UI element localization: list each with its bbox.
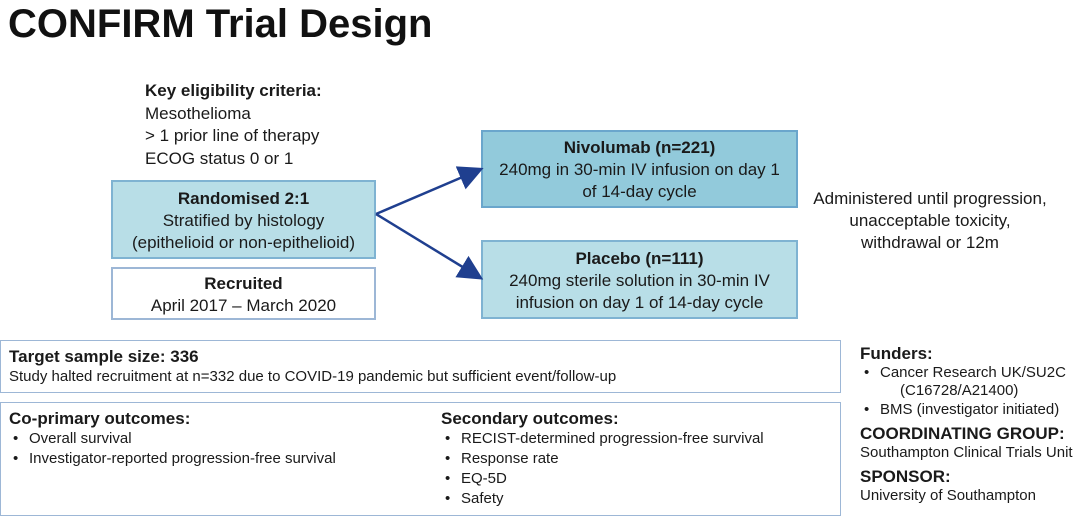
eligibility-item: ECOG status 0 or 1 xyxy=(145,148,294,168)
administration-line: withdrawal or 12m xyxy=(861,233,999,252)
funder-item: BMS (investigator initiated) xyxy=(860,401,1073,420)
primary-outcome-item: Overall survival xyxy=(9,429,336,449)
primary-outcomes: Co-primary outcomes: Overall survival In… xyxy=(9,409,336,469)
sponsor-title: SPONSOR: xyxy=(860,467,951,486)
secondary-outcomes-title: Secondary outcomes: xyxy=(441,409,619,428)
coordinating-title: COORDINATING GROUP: xyxy=(860,424,1065,443)
recruited-title: Recruited xyxy=(204,274,283,293)
administration-line: unacceptable toxicity, xyxy=(849,211,1011,230)
primary-outcome-item: Investigator-reported progression-free s… xyxy=(9,449,336,469)
nivolumab-arm-box: Nivolumab (n=221) 240mg in 30-min IV inf… xyxy=(481,130,798,208)
funders-title: Funders: xyxy=(860,344,933,363)
administration-line: Administered until progression, xyxy=(813,189,1047,208)
nivolumab-line: 240mg in 30-min IV infusion on day 1 xyxy=(499,160,780,179)
primary-outcomes-title: Co-primary outcomes: xyxy=(9,409,191,428)
coordinating-value: Southampton Clinical Trials Unit xyxy=(860,443,1073,461)
slide-title: CONFIRM Trial Design xyxy=(8,2,433,46)
recruited-period: April 2017 – March 2020 xyxy=(150,296,337,315)
arrow-to-nivolumab xyxy=(375,166,484,216)
funder-name: Cancer Research UK/SU2C xyxy=(880,363,1066,381)
trial-governance: Funders: Cancer Research UK/SU2C(C16728/… xyxy=(860,344,1073,505)
placebo-title: Placebo (n=111) xyxy=(575,249,704,268)
recruited-box: Recruited April 2017 – March 2020 xyxy=(111,267,376,320)
sample-size-box: Target sample size: 336 Study halted rec… xyxy=(0,340,841,393)
eligibility-criteria: Key eligibility criteria: Mesothelioma >… xyxy=(145,80,322,170)
randomised-line: Stratified by histology xyxy=(162,211,325,230)
outcomes-box: Co-primary outcomes: Overall survival In… xyxy=(0,402,841,516)
sample-size-title: Target sample size: 336 xyxy=(9,347,199,366)
sponsor-value: University of Southampton xyxy=(860,486,1036,504)
placebo-line: 240mg sterile solution in 30-min IV xyxy=(509,271,770,290)
secondary-outcome-item: Safety xyxy=(441,489,764,509)
administration-note: Administered until progression, unaccept… xyxy=(810,188,1050,254)
secondary-outcomes: Secondary outcomes: RECIST-determined pr… xyxy=(441,409,764,509)
randomised-box: Randomised 2:1 Stratified by histology (… xyxy=(111,180,376,259)
nivolumab-line: of 14-day cycle xyxy=(582,182,697,201)
secondary-outcome-item: RECIST-determined progression-free survi… xyxy=(441,429,764,449)
randomised-line: (epithelioid or non-epithelioid) xyxy=(131,233,356,252)
eligibility-item: Mesothelioma xyxy=(145,103,251,123)
eligibility-heading: Key eligibility criteria: xyxy=(145,81,322,100)
randomised-title: Randomised 2:1 xyxy=(177,189,310,208)
funder-grant: (C16728/A21400) xyxy=(900,382,1019,399)
placebo-line: infusion on day 1 of 14-day cycle xyxy=(515,293,764,312)
funder-item: Cancer Research UK/SU2C(C16728/A21400) xyxy=(860,364,1073,401)
eligibility-item: > 1 prior line of therapy xyxy=(145,126,320,145)
arrow-to-placebo xyxy=(375,212,484,280)
sample-size-note: Study halted recruitment at n=332 due to… xyxy=(9,368,617,385)
secondary-outcome-item: EQ-5D xyxy=(441,469,764,489)
placebo-arm-box: Placebo (n=111) 240mg sterile solution i… xyxy=(481,240,798,319)
secondary-outcome-item: Response rate xyxy=(441,449,764,469)
nivolumab-title: Nivolumab (n=221) xyxy=(563,138,716,157)
